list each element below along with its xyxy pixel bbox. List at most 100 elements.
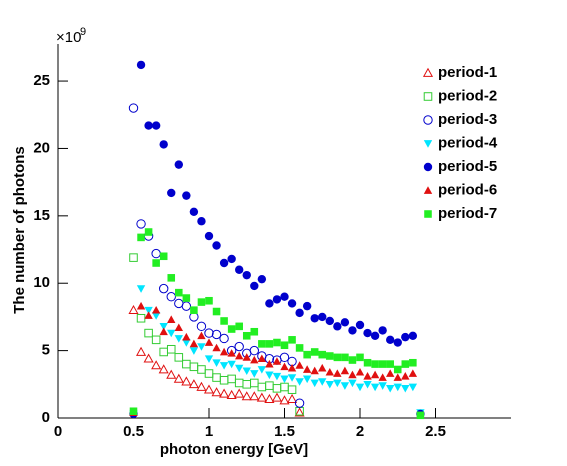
point [370,383,380,392]
point [257,354,267,363]
point [348,356,357,364]
point [272,372,282,381]
point [167,274,176,282]
point [189,312,199,322]
point [242,380,252,389]
point [204,369,214,378]
point [378,373,387,381]
point [363,372,372,380]
point [393,373,402,381]
point [197,365,206,374]
x-tick-label: 0.5 [123,423,144,440]
point [256,392,267,402]
point [272,295,282,304]
point [204,355,214,363]
point [190,306,198,314]
point [288,336,296,344]
point [152,259,160,267]
legend-marker [423,186,433,194]
x-tick-label: 2.5 [425,423,446,440]
point [348,326,357,335]
point [197,298,206,306]
point [302,365,312,373]
x-tick-label: 2 [356,423,364,440]
multiplier: ×10 [56,29,81,46]
point [295,378,304,386]
point [205,296,213,305]
point [378,382,387,390]
point [310,348,319,356]
point [159,322,168,331]
point [151,360,162,370]
point [265,340,274,348]
point [167,188,176,198]
point [386,360,394,368]
point [249,391,260,401]
point [302,375,312,384]
point [340,382,350,390]
point [363,358,372,367]
point [326,352,334,360]
point [295,308,304,318]
point [249,345,260,356]
point [158,364,169,374]
point [257,274,267,284]
point [181,376,192,386]
point [182,332,191,341]
legend-label: period-6 [438,181,497,198]
point [128,304,139,315]
point [265,371,274,380]
point [265,381,274,390]
point [189,339,199,348]
point [386,369,395,377]
point [235,364,244,373]
point [151,335,161,345]
point [280,382,289,392]
point [250,378,259,388]
point [287,363,297,372]
point [219,362,229,370]
x-tick-label: 0 [54,423,62,440]
point [227,254,236,264]
point [363,380,372,389]
point [227,349,236,357]
point [386,335,395,345]
point [227,360,236,369]
point [219,347,229,356]
point [212,359,221,367]
point [174,323,183,332]
legend-marker [423,115,433,125]
point [166,344,176,354]
point [280,375,289,384]
point [211,387,222,397]
point [333,379,342,388]
point [212,373,221,382]
point [219,258,229,268]
point [128,103,139,113]
point [241,391,252,401]
point [212,343,221,352]
point [204,231,214,241]
point [273,338,281,347]
point [340,318,350,327]
point [242,367,251,376]
point [287,299,297,308]
point [363,328,372,338]
point [137,233,145,242]
point [264,393,275,403]
point [408,331,418,340]
point [242,270,251,280]
point [159,283,169,294]
point [409,358,417,367]
point [212,241,221,250]
legend-label: period-7 [438,205,497,222]
y-tick-label: 20 [33,139,50,156]
point [408,369,418,377]
point [181,301,192,311]
point [159,327,168,336]
point [333,353,342,362]
x-axis-title: photon energy [GeV] [160,441,308,458]
point [401,372,410,380]
point [174,335,183,343]
point [129,407,138,416]
